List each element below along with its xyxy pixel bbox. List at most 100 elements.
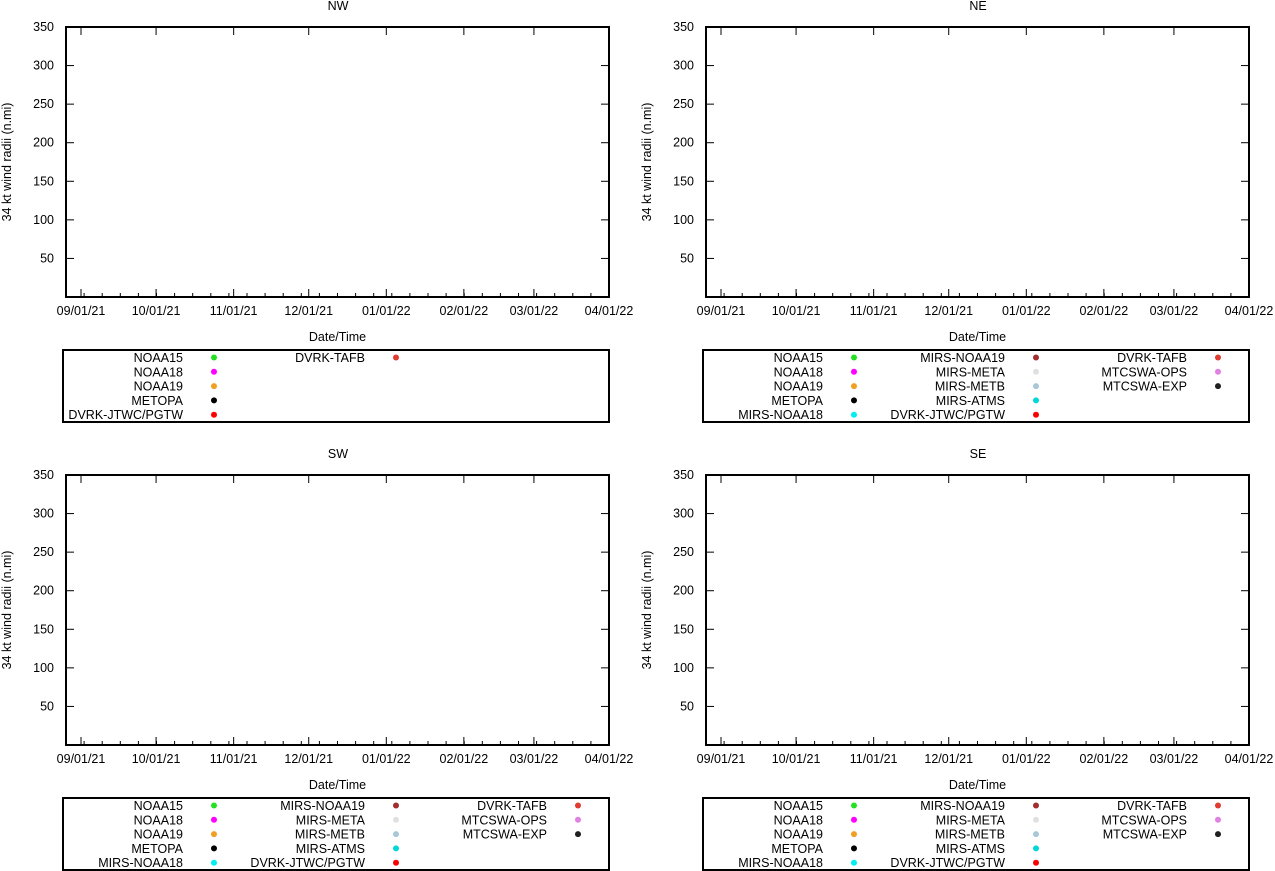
legend-label: MIRS-META — [296, 813, 366, 827]
x-tick-label: 04/01/22 — [1225, 304, 1274, 318]
legend-marker — [393, 802, 399, 809]
legend-label: NOAA18 — [134, 813, 183, 827]
y-tick-label: 150 — [33, 174, 54, 188]
y-axis-label: 34 kt wind radii (n.mi) — [0, 551, 14, 670]
legend-label: METOPA — [131, 842, 183, 856]
x-tick-label: 11/01/21 — [850, 752, 898, 766]
chart-title: SE — [970, 447, 987, 461]
legend-marker — [851, 383, 857, 390]
x-tick-label: 04/01/22 — [585, 752, 634, 766]
legend-label: MIRS-META — [936, 813, 1006, 827]
legend-marker — [1033, 383, 1039, 390]
y-tick-label: 250 — [673, 97, 694, 111]
legend-label: DVRK-JTWC/PGTW — [250, 856, 365, 870]
x-tick-label: 04/01/22 — [1225, 752, 1274, 766]
legend-label: DVRK-JTWC/PGTW — [890, 856, 1005, 870]
legend-box — [702, 349, 1250, 423]
y-tick-label: 100 — [673, 213, 694, 227]
y-tick-label: 50 — [680, 251, 694, 265]
x-tick-label: 09/01/21 — [57, 752, 106, 766]
x-axis-label: Date/Time — [949, 330, 1006, 344]
y-tick-label: 300 — [33, 59, 54, 73]
legend-label: NOAA19 — [774, 380, 823, 394]
legend-marker — [1215, 816, 1221, 823]
y-tick-label: 350 — [673, 468, 694, 482]
y-tick-label: 200 — [673, 136, 694, 150]
legend-marker — [1033, 859, 1039, 866]
y-tick-label: 350 — [33, 468, 54, 482]
legend-box — [62, 349, 610, 423]
legend-label: MIRS-ATMS — [936, 842, 1005, 856]
legend-marker — [1215, 354, 1221, 361]
x-tick-label: 11/01/21 — [210, 304, 258, 318]
chart-panel-se: SE 50 100 150 200 250 300 350 34 kt wind radii (… — [640, 447, 1274, 871]
legend-label: MIRS-NOAA19 — [920, 799, 1005, 813]
legend-label: METOPA — [131, 394, 183, 408]
legend-label: MTCSWA-EXP — [1103, 380, 1187, 394]
legend-label: NOAA18 — [134, 365, 183, 379]
y-tick-label: 200 — [33, 136, 54, 150]
legend-label: MIRS-META — [936, 365, 1006, 379]
legend-label: NOAA15 — [134, 799, 183, 813]
legend-marker — [851, 354, 857, 361]
x-tick-label: 12/01/21 — [284, 304, 333, 318]
plot-frame — [705, 474, 1250, 746]
legend-marker — [211, 397, 217, 404]
legend-marker — [575, 831, 581, 838]
legend-label: NOAA18 — [774, 365, 823, 379]
legend-box — [62, 797, 610, 871]
legend-marker — [393, 845, 399, 852]
y-tick-label: 100 — [33, 661, 54, 675]
y-tick-label: 350 — [673, 20, 694, 34]
x-tick-label: 09/01/21 — [57, 304, 106, 318]
legend-marker — [1215, 368, 1221, 375]
legend-marker — [851, 859, 857, 866]
x-tick-label: 01/01/22 — [1002, 304, 1051, 318]
y-tick-label: 50 — [40, 251, 54, 265]
legend-marker — [1033, 816, 1039, 823]
x-tick-label: 01/01/22 — [362, 752, 411, 766]
legend-marker — [211, 383, 217, 390]
x-tick-label: 10/01/21 — [772, 304, 821, 318]
legend-label: DVRK-JTWC/PGTW — [890, 408, 1005, 422]
y-axis-label: 34 kt wind radii (n.mi) — [0, 103, 14, 222]
y-tick-label: 200 — [33, 584, 54, 598]
y-tick-label: 50 — [680, 699, 694, 713]
legend-label: NOAA15 — [774, 799, 823, 813]
x-tick-label: 11/01/21 — [850, 304, 898, 318]
x-tick-label: 01/01/22 — [362, 304, 411, 318]
x-tick-label: 02/01/22 — [440, 304, 489, 318]
chart-title: SW — [328, 447, 348, 461]
legend-marker — [1033, 411, 1039, 418]
legend-marker — [851, 816, 857, 823]
plot-frame — [65, 474, 610, 746]
x-tick-label: 09/01/21 — [697, 752, 746, 766]
y-tick-label: 300 — [33, 507, 54, 521]
legend-label: DVRK-TAFB — [295, 351, 365, 365]
legend-marker — [1215, 383, 1221, 390]
legend-marker — [393, 831, 399, 838]
legend-marker — [211, 368, 217, 375]
legend-label: NOAA18 — [774, 813, 823, 827]
y-tick-label: 250 — [33, 97, 54, 111]
y-tick-label: 150 — [673, 174, 694, 188]
legend-label: DVRK-JTWC/PGTW — [68, 408, 183, 422]
x-tick-label: 02/01/22 — [440, 752, 489, 766]
y-axis-label: 34 kt wind radii (n.mi) — [640, 551, 654, 670]
y-tick-label: 100 — [33, 213, 54, 227]
legend-marker — [1215, 802, 1221, 809]
x-axis-label: Date/Time — [309, 330, 366, 344]
y-axis-label: 34 kt wind radii (n.mi) — [640, 103, 654, 222]
legend-marker — [575, 816, 581, 823]
legend-marker — [1033, 368, 1039, 375]
x-tick-label: 10/01/21 — [132, 304, 181, 318]
x-tick-label: 12/01/21 — [924, 752, 973, 766]
legend-label: NOAA19 — [134, 380, 183, 394]
legend-marker — [211, 831, 217, 838]
legend-label: DVRK-TAFB — [1117, 799, 1187, 813]
legend-marker — [1033, 354, 1039, 361]
